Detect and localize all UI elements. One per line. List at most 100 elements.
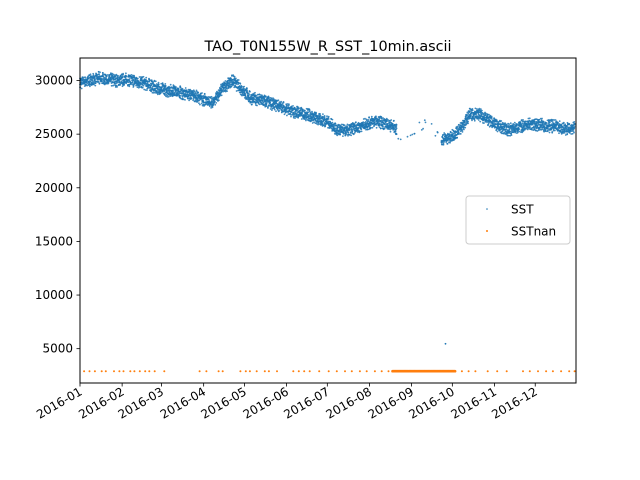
sst-point [113, 84, 116, 86]
sstnan-point [244, 370, 247, 373]
sst-point [406, 135, 409, 138]
sst-point [121, 85, 124, 88]
sst-point [259, 94, 262, 96]
sst-point [382, 125, 384, 127]
sst-point [191, 90, 194, 92]
sst-point [240, 85, 243, 88]
sst-point [132, 85, 135, 87]
sst-point [153, 79, 156, 82]
sst-point [554, 129, 556, 132]
sst-point [131, 83, 133, 86]
sst-point [409, 134, 412, 137]
sstnan-point [303, 370, 306, 373]
sstnan-point [133, 370, 136, 373]
sst-point [116, 81, 119, 84]
sst-point [251, 103, 253, 106]
sst-point [319, 113, 322, 115]
sst-point [288, 104, 290, 106]
sst-point [368, 116, 370, 118]
sst-series [79, 70, 576, 345]
sst-point [360, 128, 363, 131]
sst-point [207, 97, 210, 100]
sst-point [466, 118, 469, 121]
sst-point [286, 114, 288, 117]
sst-point [311, 110, 313, 113]
sst-point [486, 121, 488, 124]
sst-point [290, 115, 292, 118]
y-tick-label: 20000 [35, 181, 73, 195]
sst-point [197, 91, 200, 94]
sst-point [303, 114, 305, 117]
sst-point [184, 99, 186, 101]
sst-point [143, 88, 146, 91]
sst-point [360, 130, 363, 133]
sst-point [434, 134, 437, 137]
sst-point [481, 109, 483, 112]
sst-point [445, 141, 448, 144]
sstnan-point [292, 370, 295, 373]
sst-point [268, 105, 271, 107]
sst-point [189, 92, 192, 95]
sstnan-point [380, 370, 383, 373]
sstnan-point [496, 370, 499, 373]
sstnan-point [148, 370, 151, 373]
sst-point [210, 107, 213, 109]
sst-point [517, 131, 519, 134]
sst-point [290, 111, 293, 114]
sst-point [378, 126, 381, 128]
sst-point [119, 84, 121, 86]
sstnan-point [308, 370, 311, 373]
sstnan-point [537, 370, 539, 373]
sstnan-point [129, 370, 132, 373]
sst-point [446, 135, 449, 137]
sst-point [208, 105, 211, 108]
sst-point [133, 74, 135, 77]
sstnan-point [83, 370, 86, 373]
sstnan-series [83, 369, 576, 373]
y-tick-label: 15000 [35, 234, 73, 248]
sst-point [139, 86, 142, 88]
sst-point [341, 123, 343, 126]
sst-point [492, 122, 494, 125]
sst-point [220, 94, 223, 97]
sst-point [131, 81, 134, 83]
sst-point [114, 82, 117, 85]
sst-point [370, 115, 373, 118]
sstnan-point [267, 370, 270, 373]
sst-point [375, 124, 378, 126]
legend: SST SSTnan [465, 195, 571, 245]
sst-point [83, 76, 85, 79]
sst-point [482, 112, 485, 115]
sst-point [488, 113, 490, 116]
sst-point [558, 132, 560, 135]
sst-point [235, 77, 237, 80]
sst-point [130, 74, 133, 76]
sst-point [550, 128, 553, 131]
sst-point [481, 112, 484, 114]
sst-point [112, 73, 115, 76]
sst-point [342, 132, 345, 135]
sst-point [86, 84, 88, 87]
sst-point [306, 113, 309, 116]
sst-point [231, 74, 233, 77]
sst-point [566, 133, 569, 136]
sst-point [327, 115, 330, 118]
sst-point [304, 109, 306, 112]
sst-point [420, 129, 423, 131]
sstnan-point [221, 370, 224, 373]
sst-point [538, 118, 541, 121]
sst-point [188, 99, 191, 102]
sst-point [152, 81, 154, 83]
sst-point [116, 86, 118, 88]
sst-point [548, 131, 551, 134]
sst-point [366, 128, 369, 131]
sst-point [241, 94, 243, 97]
sstnan-point [113, 370, 115, 373]
sst-point [345, 131, 348, 134]
sstnan-point [474, 370, 477, 373]
sst-point [238, 85, 241, 87]
x-tick-label: 2016-08 [324, 384, 374, 421]
sst-point [180, 94, 182, 97]
sst-point [164, 83, 167, 85]
sst-point [442, 141, 445, 144]
